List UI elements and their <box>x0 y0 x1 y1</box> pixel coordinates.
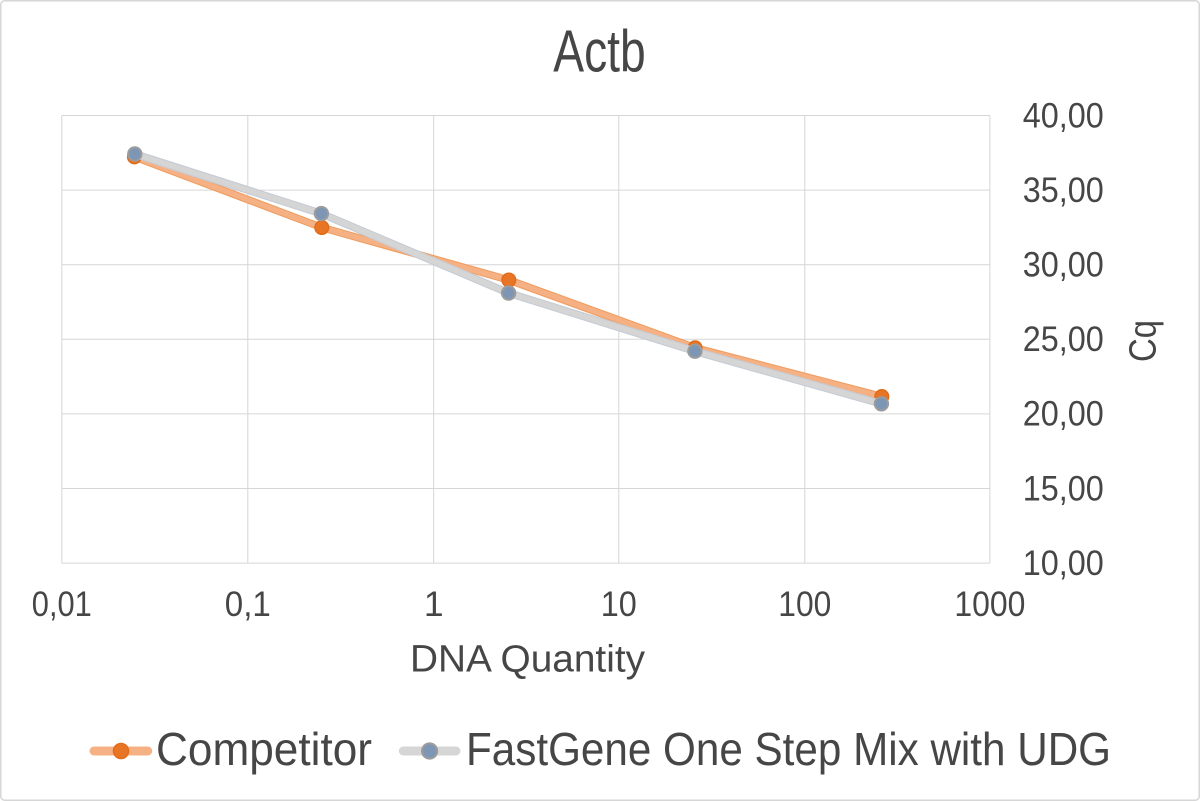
svg-text:10,00: 10,00 <box>1023 543 1104 583</box>
svg-text:0,1: 0,1 <box>225 584 271 624</box>
svg-text:20,00: 20,00 <box>1023 394 1104 434</box>
svg-text:Cq: Cq <box>1123 320 1165 362</box>
svg-text:1000: 1000 <box>954 584 1025 624</box>
svg-text:0,01: 0,01 <box>32 584 92 624</box>
svg-text:10: 10 <box>601 584 637 624</box>
svg-text:15,00: 15,00 <box>1023 468 1104 508</box>
svg-text:Actb: Actb <box>553 19 645 85</box>
svg-text:DNA Quantity: DNA Quantity <box>410 638 645 680</box>
svg-text:FastGene One Step Mix with UDG: FastGene One Step Mix with UDG <box>466 723 1111 775</box>
svg-text:40,00: 40,00 <box>1023 95 1104 135</box>
svg-text:30,00: 30,00 <box>1023 245 1104 285</box>
svg-text:100: 100 <box>778 584 831 624</box>
svg-text:35,00: 35,00 <box>1023 170 1104 210</box>
svg-text:Competitor: Competitor <box>156 723 372 775</box>
svg-text:25,00: 25,00 <box>1023 319 1104 359</box>
svg-text:1: 1 <box>424 584 444 624</box>
